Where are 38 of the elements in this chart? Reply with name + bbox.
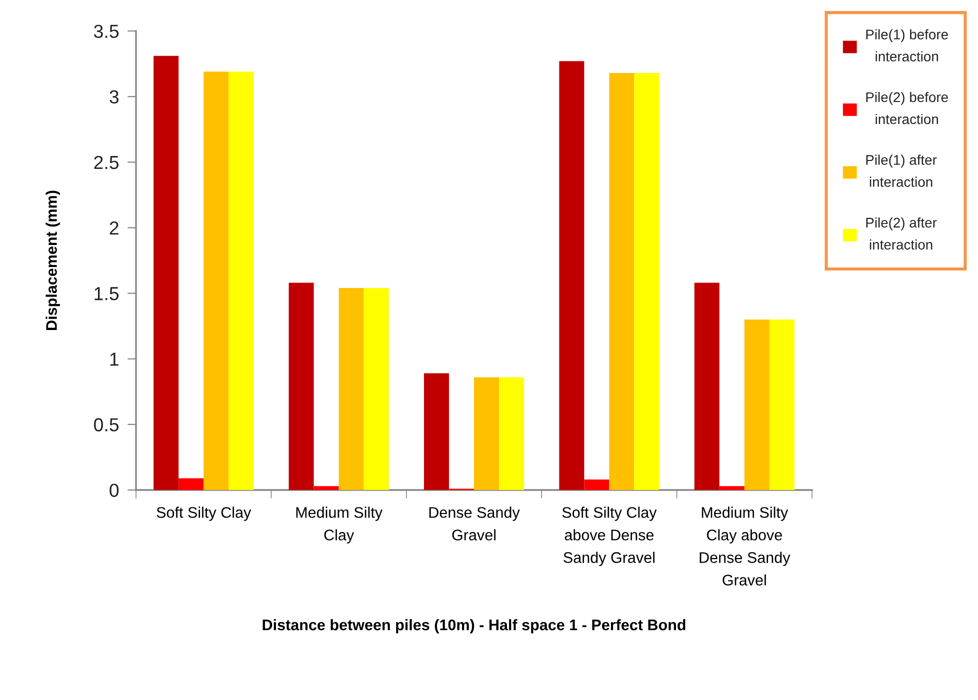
y-tick-label: 3 — [110, 90, 119, 104]
legend-label: Pile(1) after interaction — [866, 154, 937, 187]
y-axis-title: Displacement (mm) — [46, 190, 60, 330]
bar — [338, 288, 364, 490]
x-tick-label: Dense Sandy Gravel — [429, 506, 520, 540]
bar — [204, 72, 229, 490]
y-tick-label: 1.5 — [94, 287, 119, 300]
bar — [719, 486, 744, 490]
bar — [769, 320, 794, 490]
bar — [584, 480, 610, 490]
legend-label: Pile(1) before interaction — [866, 29, 948, 62]
bar — [694, 282, 720, 490]
y-tick-label: 0.5 — [94, 418, 119, 432]
bar — [559, 61, 584, 490]
bar — [364, 288, 389, 490]
y-tick-label: 1 — [110, 352, 118, 366]
y-tick-label: 2 — [110, 221, 118, 235]
bar — [154, 56, 179, 490]
bar — [634, 72, 660, 490]
x-tick-label: Soft Silty Clay above Dense Sandy Gravel — [562, 506, 657, 566]
bar — [499, 377, 524, 490]
x-tick-label: Soft Silty Clay — [156, 506, 252, 521]
y-tick-label: 0 — [110, 484, 119, 497]
bar — [744, 320, 770, 490]
bar — [314, 486, 339, 490]
legend-label: Pile(2) before interaction — [866, 92, 948, 124]
bar — [609, 72, 634, 490]
bar — [178, 478, 204, 490]
bar — [424, 373, 449, 490]
bar — [228, 72, 254, 490]
x-tick-label: Medium Silty Clay — [296, 506, 382, 544]
x-tick-label: Medium Silty Clay above Dense Sandy Gravel — [700, 506, 790, 586]
legend-label: Pile(2) after interaction — [866, 217, 937, 250]
y-tick-label: 3.5 — [94, 24, 119, 38]
bar — [474, 377, 500, 490]
x-axis-title: Distance between piles (10m) - Half space 1 - Perfect Bond — [262, 619, 686, 634]
y-tick-label: 2.5 — [94, 156, 119, 170]
bar — [288, 282, 314, 490]
